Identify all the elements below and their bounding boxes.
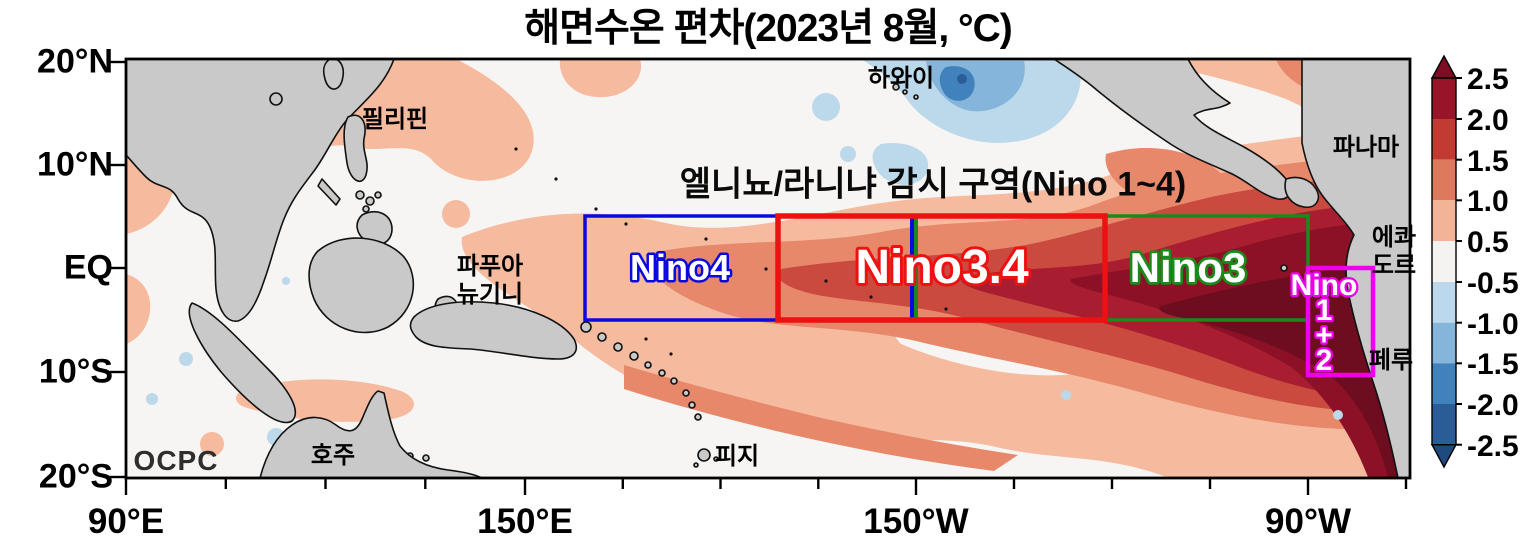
label-ecuador-line1: 에콰 bbox=[1371, 224, 1417, 251]
svg-text:-1.0: -1.0 bbox=[1467, 308, 1519, 341]
svg-text:-2.5: -2.5 bbox=[1467, 430, 1519, 463]
nino-watch-heading: 엘니뇨/라니냐 감시 구역(Nino 1~4) bbox=[679, 165, 1187, 204]
land-taiwan bbox=[322, 59, 345, 90]
page-title: 해면수온 편차(2023년 8월, °C) bbox=[524, 7, 1013, 50]
nino3-label: Nino3 bbox=[1130, 244, 1247, 291]
land-galapagos bbox=[1280, 264, 1288, 272]
label-papua-line1: 파푸아 bbox=[456, 253, 524, 280]
pacific-sst-map: Nino4 Nino3.4 Nino3 Nino 1 + 2 bbox=[126, 59, 1410, 478]
x-tick-label-90e: 90°E bbox=[87, 502, 165, 541]
land-fiji bbox=[697, 448, 711, 462]
ocpc-watermark: OCPC bbox=[133, 445, 219, 476]
colorbar-arrow-top bbox=[1430, 54, 1458, 79]
label-fiji: 피지 bbox=[714, 443, 760, 470]
label-papua-line2: 뉴기니 bbox=[456, 281, 524, 308]
svg-text:0.5: 0.5 bbox=[1467, 226, 1509, 259]
colorbar-arrow-bottom bbox=[1430, 444, 1458, 469]
svg-text:2.0: 2.0 bbox=[1467, 104, 1509, 137]
x-tick-label-150w: 150°W bbox=[863, 502, 969, 541]
y-tick-label-10n: 10°N bbox=[37, 145, 113, 184]
x-tick-label-90w: 90°W bbox=[1265, 502, 1351, 541]
label-philippines: 필리핀 bbox=[361, 106, 429, 133]
colorbar-segments bbox=[1430, 54, 1458, 469]
y-tick-label-eq: EQ bbox=[63, 248, 113, 287]
label-papua-new-guinea: 파푸아 뉴기니 bbox=[457, 253, 523, 309]
svg-text:-1.5: -1.5 bbox=[1467, 348, 1519, 381]
svg-text:-0.5: -0.5 bbox=[1467, 267, 1519, 300]
colorbar: 2.5 2.0 1.5 1.0 0.5 -0.5 -1.0 -1.5 -2.0 … bbox=[1430, 54, 1519, 469]
x-tick-label-150e: 150°E bbox=[477, 502, 573, 541]
colorbar-labels: 2.5 2.0 1.5 1.0 0.5 -0.5 -1.0 -1.5 -2.0 … bbox=[1467, 63, 1519, 463]
svg-text:1.5: 1.5 bbox=[1467, 145, 1509, 178]
label-ecuador-line2: 도르 bbox=[1371, 252, 1417, 279]
colorbar-ticks bbox=[1456, 77, 1462, 446]
nino4-label: Nino4 bbox=[630, 247, 730, 288]
label-ecuador: 에콰 도르 bbox=[1372, 224, 1416, 280]
y-tick-label-20n: 20°N bbox=[37, 42, 113, 81]
nino34-label: Nino3.4 bbox=[855, 241, 1029, 294]
label-hawaii: 하와이 bbox=[867, 65, 935, 92]
x-axis-ticks bbox=[124, 478, 1408, 495]
label-peru: 페루 bbox=[1368, 347, 1414, 374]
svg-text:2.5: 2.5 bbox=[1467, 63, 1509, 96]
label-panama: 파나마 bbox=[1332, 134, 1400, 161]
svg-text:-2.0: -2.0 bbox=[1467, 389, 1519, 422]
svg-text:1.0: 1.0 bbox=[1467, 185, 1509, 218]
label-australia: 호주 bbox=[310, 442, 356, 469]
y-tick-label-20s: 20°S bbox=[38, 457, 113, 496]
land-hainan bbox=[269, 92, 283, 106]
svg-text:2: 2 bbox=[1316, 344, 1333, 377]
y-tick-label-10s: 10°S bbox=[38, 352, 113, 391]
